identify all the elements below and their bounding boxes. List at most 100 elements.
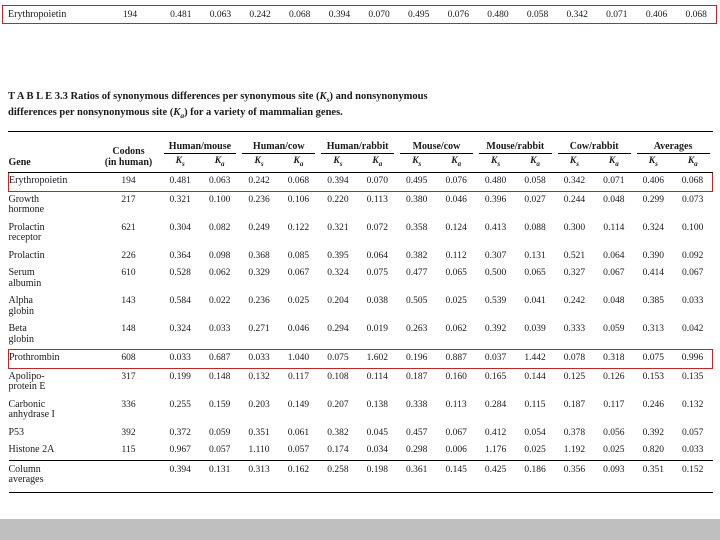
value-cell: 0.481: [160, 172, 200, 192]
column-group-mouse-rabbit: Mouse/rabbit: [476, 132, 555, 155]
value-cell: 0.413: [484, 222, 507, 233]
value-cell: 0.042: [682, 324, 704, 335]
group-label: Human/cow: [242, 141, 316, 155]
value-cell: 0.361: [397, 459, 437, 493]
value-cell: 0.203: [248, 399, 270, 410]
value-cell: 0.271: [248, 324, 270, 335]
codons-cell: 610: [121, 268, 136, 279]
value-cell: 0.022: [208, 296, 231, 307]
table-header: Gene Codons (in human) Human/mouse Human/…: [8, 132, 713, 174]
column-header-ks: Ks: [239, 154, 279, 174]
value-cell: 0.396: [484, 194, 507, 205]
codons-cell: 226: [121, 250, 136, 261]
value-cell: 0.093: [594, 459, 634, 493]
codons-cell: 336: [121, 399, 136, 410]
group-label: Mouse/cow: [400, 141, 473, 155]
column-header-gene: Gene: [8, 132, 97, 174]
gene-cell: Prothrombin: [8, 349, 97, 369]
value-cell: 0.220: [327, 194, 349, 205]
value-cell: 0.054: [524, 427, 546, 438]
value-cell: 0.207: [327, 399, 349, 410]
value-cell: 0.321: [169, 194, 191, 205]
value-cell: 0.048: [603, 194, 625, 205]
value-cell: 0.085: [287, 250, 310, 261]
value-cell: 0.034: [366, 445, 388, 456]
value-cell: 0.313: [642, 324, 664, 335]
value-cell: 0.356: [554, 459, 595, 493]
table-row: Prolactin receptor 621 0.304 0.082 0.249 0.12…: [9, 220, 713, 248]
value-cell: 0.584: [169, 296, 191, 307]
column-averages-row: Column averages 0.394 0.131 0.313 0.162 0.258…: [8, 459, 713, 493]
value-cell: 0.162: [278, 459, 319, 493]
column-group-averages: Averages: [634, 132, 713, 155]
gene-cell: Histone 2A: [8, 444, 55, 456]
value-cell: 0.067: [287, 268, 310, 279]
gene-cell: Growth hormone: [8, 193, 45, 216]
value-cell: 0.067: [603, 268, 625, 279]
column-group-cow-rabbit: Cow/rabbit: [555, 132, 634, 155]
value-cell: 0.307: [484, 250, 507, 261]
callout-gene-cell: Erythropoietin: [8, 9, 67, 20]
value-cell: 0.186: [515, 459, 555, 493]
group-label: Averages: [636, 141, 710, 155]
value-cell: 0.059: [208, 427, 231, 438]
callout-value-cell: 0.070: [368, 9, 390, 20]
column-group-human-rabbit: Human/rabbit: [318, 132, 397, 155]
value-cell: 1.442: [515, 349, 555, 369]
gene-cell: P53: [8, 426, 25, 438]
codons-cell: 115: [121, 445, 136, 456]
value-cell: 0.112: [445, 250, 467, 261]
value-cell: 0.100: [208, 194, 231, 205]
value-cell: 0.114: [366, 371, 388, 382]
value-cell: 0.967: [169, 445, 191, 456]
value-cell: 0.025: [603, 445, 625, 456]
value-cell: 0.059: [603, 324, 625, 335]
value-cell: 0.521: [563, 250, 586, 261]
value-cell: 1.176: [484, 445, 507, 456]
callout-value-cell: 0.068: [289, 9, 311, 20]
value-cell: 0.382: [327, 427, 349, 438]
codons-cell: 621: [121, 222, 136, 233]
value-cell: 0.414: [642, 268, 664, 279]
value-cell: 0.033: [160, 349, 200, 369]
value-cell: 0.144: [524, 371, 546, 382]
value-cell: 0.131: [199, 459, 240, 493]
value-cell: 0.159: [208, 399, 231, 410]
title-segment: Ratios of synonymous differences per syn…: [70, 91, 320, 102]
gene-cell: Carbonic anhydrase I: [8, 398, 55, 421]
column-header-ks: Ks: [475, 154, 516, 174]
value-cell: 0.006: [445, 445, 467, 456]
table-row: Erythropoietin 194 0.481 0.063 0.242 0.068 0.3…: [8, 172, 713, 192]
value-cell: 0.041: [524, 296, 546, 307]
value-cell: 0.324: [169, 324, 191, 335]
value-cell: 0.067: [445, 427, 467, 438]
value-cell: 0.246: [642, 399, 664, 410]
callout-value-cell: 0.394: [328, 9, 351, 20]
value-cell: 0.258: [318, 459, 358, 493]
callout-value-cell: 0.495: [407, 9, 430, 20]
column-header-ks: Ks: [397, 154, 437, 174]
value-cell: 0.048: [603, 296, 625, 307]
value-cell: 0.122: [287, 222, 310, 233]
title-segment: K: [319, 91, 327, 102]
gene-cell: Prolactin: [8, 249, 45, 261]
value-cell: 0.132: [248, 371, 270, 382]
value-cell: 0.057: [682, 427, 704, 438]
group-label: Cow/rabbit: [557, 141, 631, 155]
value-cell: 0.045: [366, 427, 388, 438]
value-cell: 0.395: [327, 250, 349, 261]
title-segment: T A B L E 3.3: [8, 91, 71, 102]
value-cell: 0.329: [248, 268, 270, 279]
title-segment: ) for a variety of mammalian genes.: [184, 107, 343, 119]
value-cell: 0.063: [199, 172, 240, 192]
value-cell: 0.070: [357, 172, 398, 192]
value-cell: 0.324: [642, 222, 664, 233]
value-cell: 0.255: [169, 399, 191, 410]
value-cell: 0.057: [287, 445, 310, 456]
value-cell: 0.088: [524, 222, 546, 233]
column-header-ka: Ka: [357, 154, 398, 174]
value-cell: 1.602: [357, 349, 398, 369]
value-cell: 0.075: [318, 349, 358, 369]
value-cell: 0.204: [327, 296, 349, 307]
value-cell: 0.304: [169, 222, 191, 233]
